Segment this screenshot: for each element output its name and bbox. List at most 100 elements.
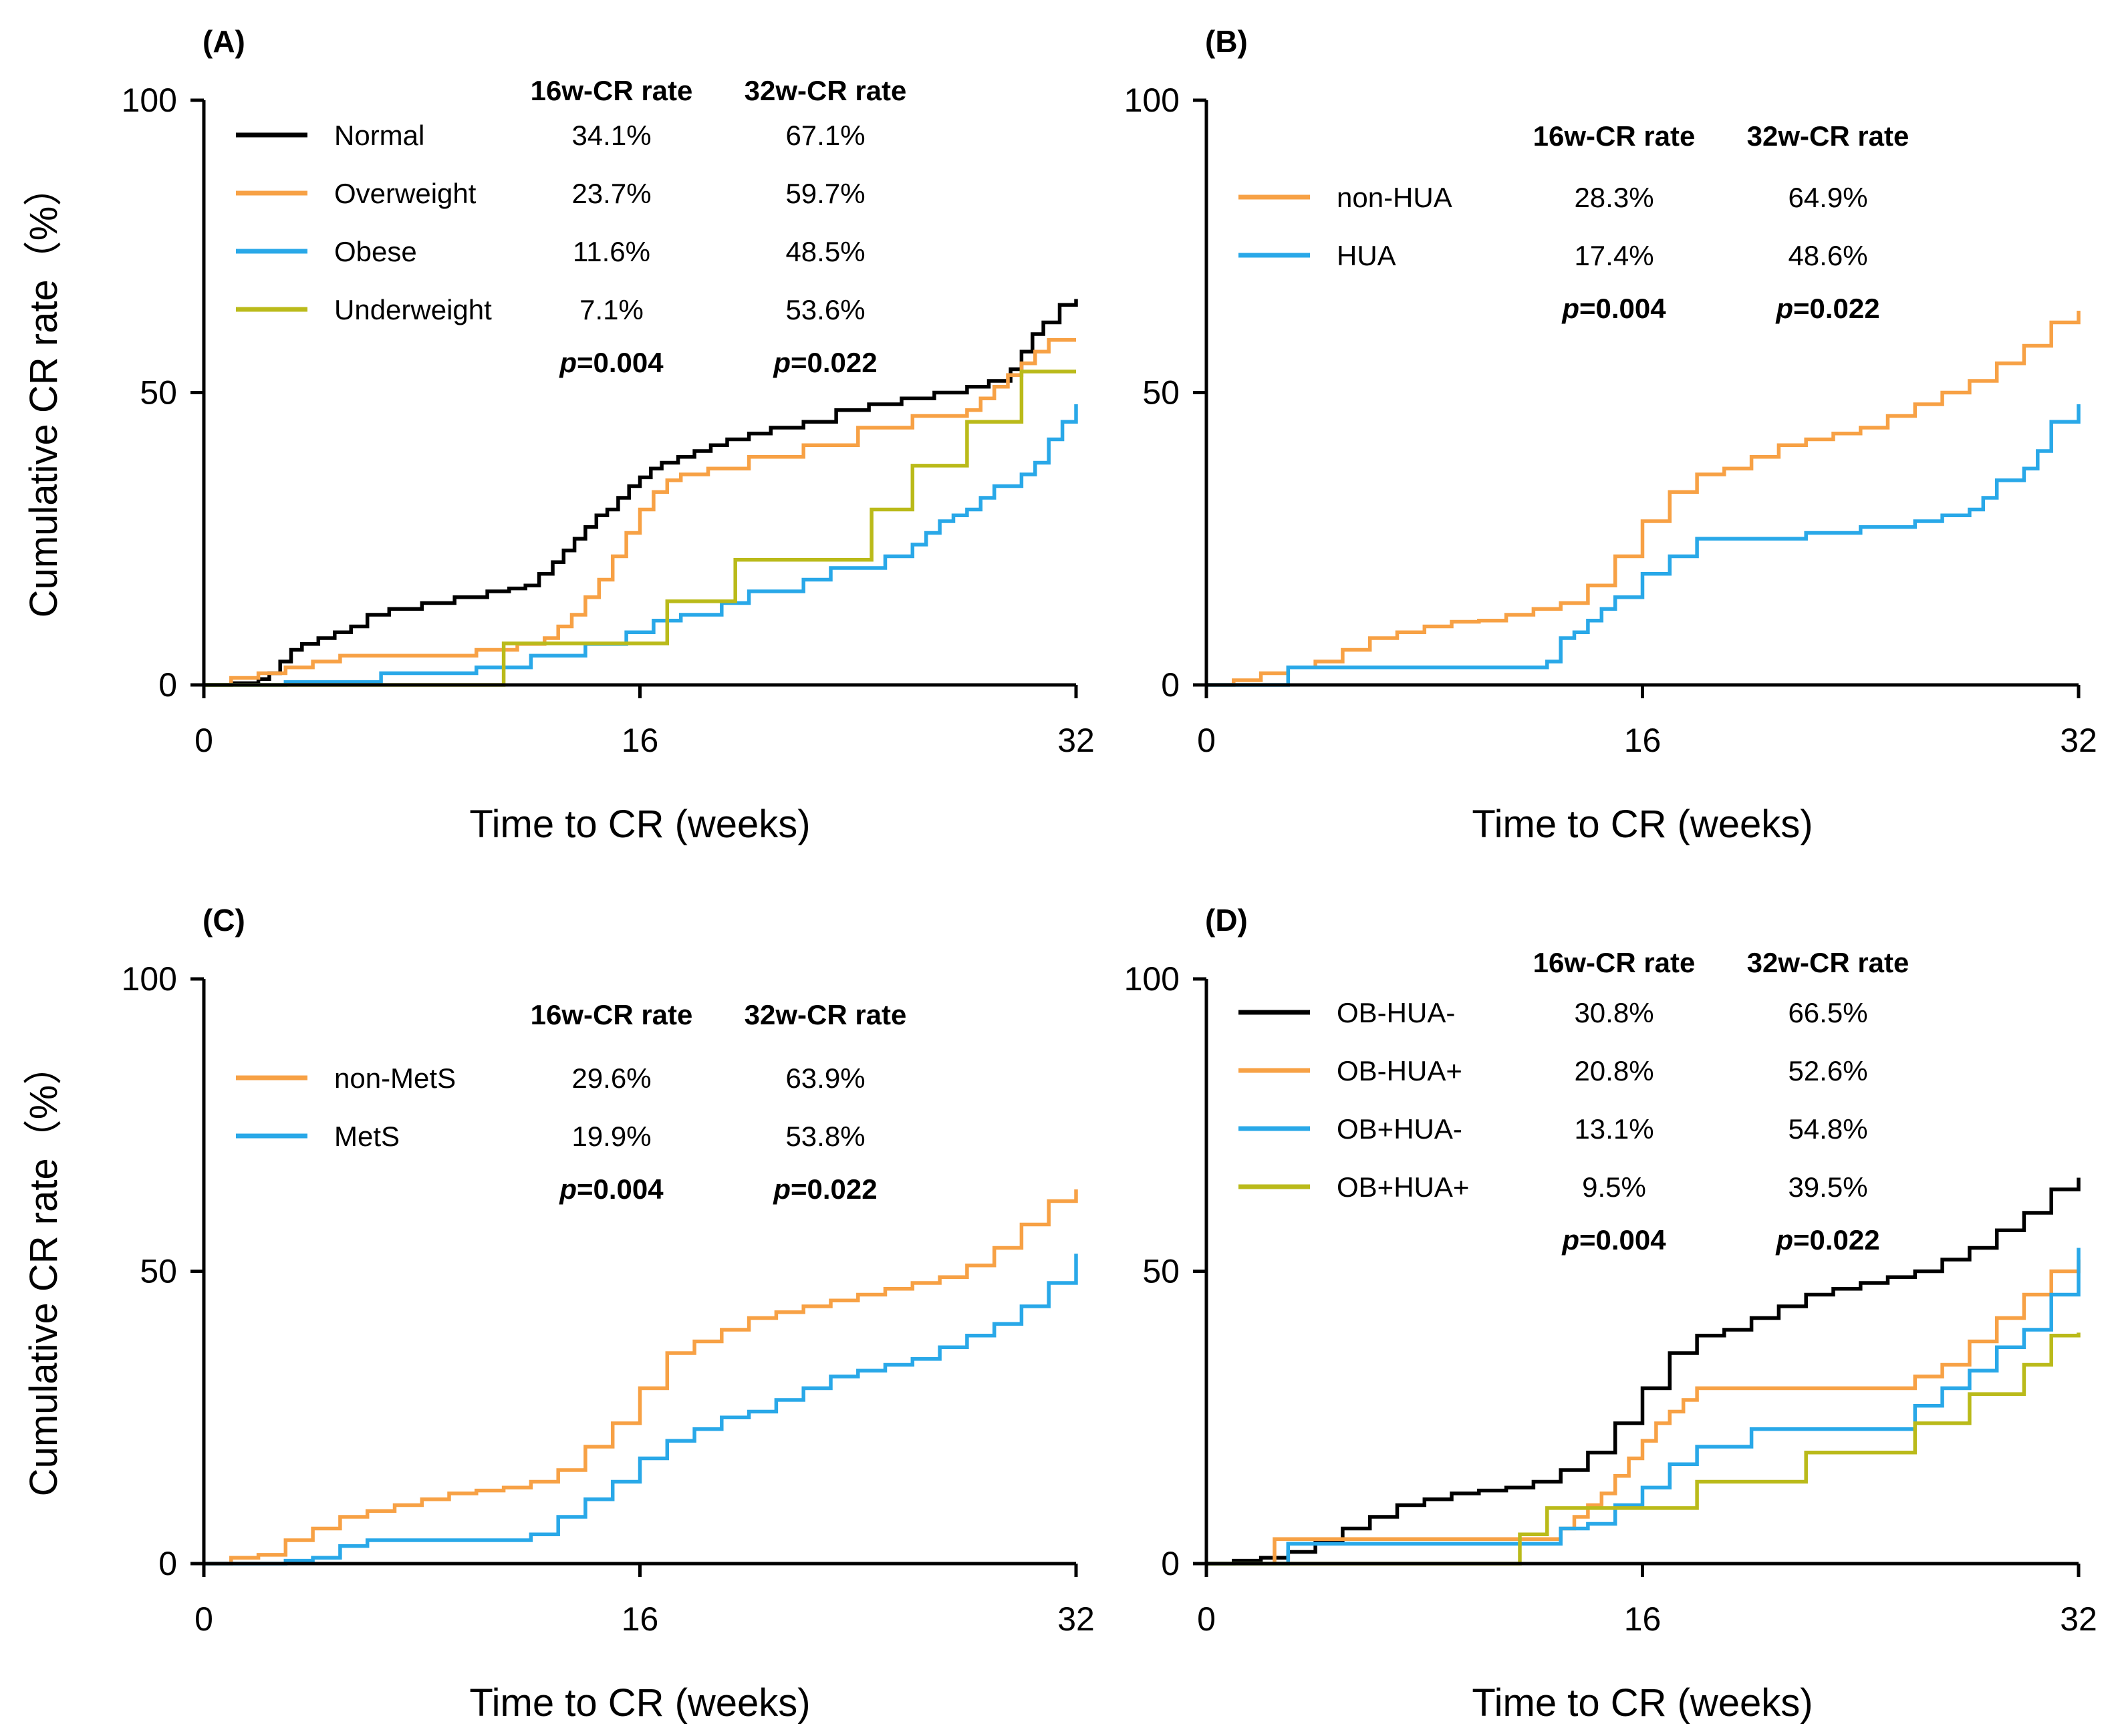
x-tick-label: 0 [1197,1600,1216,1638]
rate-32w: 39.5% [1788,1171,1867,1203]
p-value-32w: p=0.022 [773,1173,877,1205]
legend-label: HUA [1337,240,1396,271]
y-tick-label: 100 [122,960,177,998]
rate-16w: 23.7% [571,178,651,209]
legend-label: OB+HUA- [1337,1113,1462,1145]
series-line-mets [204,1254,1078,1566]
series-line-overweight [204,338,1076,687]
panel-b: (B) 0 50 100 0 16 32 Time to CR (weeks) 16w-CR r… [1124,24,2097,846]
rate-32w: 53.6% [785,294,865,325]
rate-32w: 67.1% [785,120,865,151]
y-tick-label: 0 [158,666,177,704]
p-value-32w: p=0.022 [773,347,877,378]
rate-16w: 28.3% [1574,182,1654,213]
rate-16w: 13.1% [1574,1113,1654,1145]
p-letter: p [1561,1224,1579,1256]
x-tick-label: 32 [1057,1600,1095,1638]
y-tick-label: 50 [1142,1253,1180,1290]
p-number: =0.022 [1793,293,1880,324]
p-value-16w: p=0.004 [1561,1224,1666,1256]
p-letter: p [559,347,577,378]
rate-16w: 19.9% [571,1121,651,1152]
p-letter: p [1775,1224,1793,1256]
rate-16w: 30.8% [1574,997,1654,1028]
legend-label: OB-HUA+ [1337,1055,1462,1087]
p-number: =0.022 [1793,1224,1880,1256]
y-tick-label: 0 [1161,1545,1180,1582]
rate-16w: 34.1% [571,120,651,151]
p-letter: p [1561,293,1579,324]
legend-label: OB+HUA+ [1337,1171,1469,1203]
x-tick-label: 32 [1057,722,1095,759]
panel-a: (A) 0 50 100 0 16 32 Time to CR (weeks) Cumulati… [22,24,1095,846]
panel-label: (D) [1205,903,1248,937]
series-line-normal [204,299,1078,687]
panel-label: (C) [203,903,245,937]
p-letter: p [559,1173,577,1205]
series-line-ob+hua- [1206,1248,2081,1566]
series-line-underweight [204,370,1076,687]
y-tick-label: 50 [140,374,177,412]
p-letter: p [1775,293,1793,324]
legend-label: non-MetS [334,1062,456,1094]
legend-label: Normal [334,120,424,151]
header-16w: 16w-CR rate [531,999,693,1030]
x-tick-label: 0 [194,1600,213,1638]
p-number: =0.004 [577,1173,664,1205]
rate-16w: 20.8% [1574,1055,1654,1087]
rate-16w: 29.6% [571,1062,651,1094]
x-tick-label: 16 [1624,1600,1662,1638]
x-tick-label: 32 [2060,722,2097,759]
rate-32w: 59.7% [785,178,865,209]
series-line-obese [204,404,1078,687]
y-tick-label: 50 [1142,374,1180,412]
rate-32w: 54.8% [1788,1113,1867,1145]
y-tick-label: 100 [122,82,177,119]
rate-32w: 52.6% [1788,1055,1867,1087]
x-axis-title: Time to CR (weeks) [1472,1681,1813,1725]
x-tick-label: 16 [622,1600,659,1638]
x-axis-title: Time to CR (weeks) [469,1681,810,1725]
p-value-16w: p=0.004 [559,1173,664,1205]
x-tick-label: 16 [1624,722,1662,759]
legend-label: MetS [334,1121,400,1152]
y-tick-label: 0 [1161,666,1180,704]
p-number: =0.004 [577,347,664,378]
series-line-non-mets [204,1189,1078,1566]
x-tick-label: 0 [1197,722,1216,759]
header-16w: 16w-CR rate [1533,947,1696,978]
rate-16w: 9.5% [1582,1171,1646,1203]
p-letter: p [773,347,791,378]
x-axis-title: Time to CR (weeks) [469,803,810,846]
p-number: =0.004 [1579,293,1666,324]
y-tick-label: 100 [1124,82,1180,119]
header-16w: 16w-CR rate [531,75,693,106]
rate-32w: 63.9% [785,1062,865,1094]
legend-label: non-HUA [1337,182,1452,213]
panel-d: (D) 0 50 100 0 16 32 Time to CR (weeks) 16w-CR r… [1124,903,2097,1725]
y-axis-title: Cumulative CR rate（%） [22,168,65,618]
legend-label: OB-HUA- [1337,997,1455,1028]
p-number: =0.022 [791,1173,878,1205]
y-tick-label: 100 [1124,960,1180,998]
rate-32w: 48.5% [785,236,865,267]
x-tick-label: 16 [622,722,659,759]
legend-label: Overweight [334,178,477,209]
p-value-16w: p=0.004 [559,347,664,378]
p-value-16w: p=0.004 [1561,293,1666,324]
p-value-32w: p=0.022 [1775,293,1879,324]
x-tick-label: 32 [2060,1600,2097,1638]
rate-16w: 11.6% [573,236,650,267]
y-tick-label: 0 [158,1545,177,1582]
x-tick-label: 0 [194,722,213,759]
panel-label: (A) [203,24,245,59]
header-32w: 32w-CR rate [1747,120,1909,152]
rate-32w: 66.5% [1788,997,1867,1028]
rate-16w: 7.1% [579,294,644,325]
legend-label: Obese [334,236,417,267]
header-16w: 16w-CR rate [1533,120,1696,152]
p-letter: p [773,1173,791,1205]
series-line-ob-hua- [1206,1177,2081,1566]
series-line-ob+hua+ [1206,1332,2081,1566]
